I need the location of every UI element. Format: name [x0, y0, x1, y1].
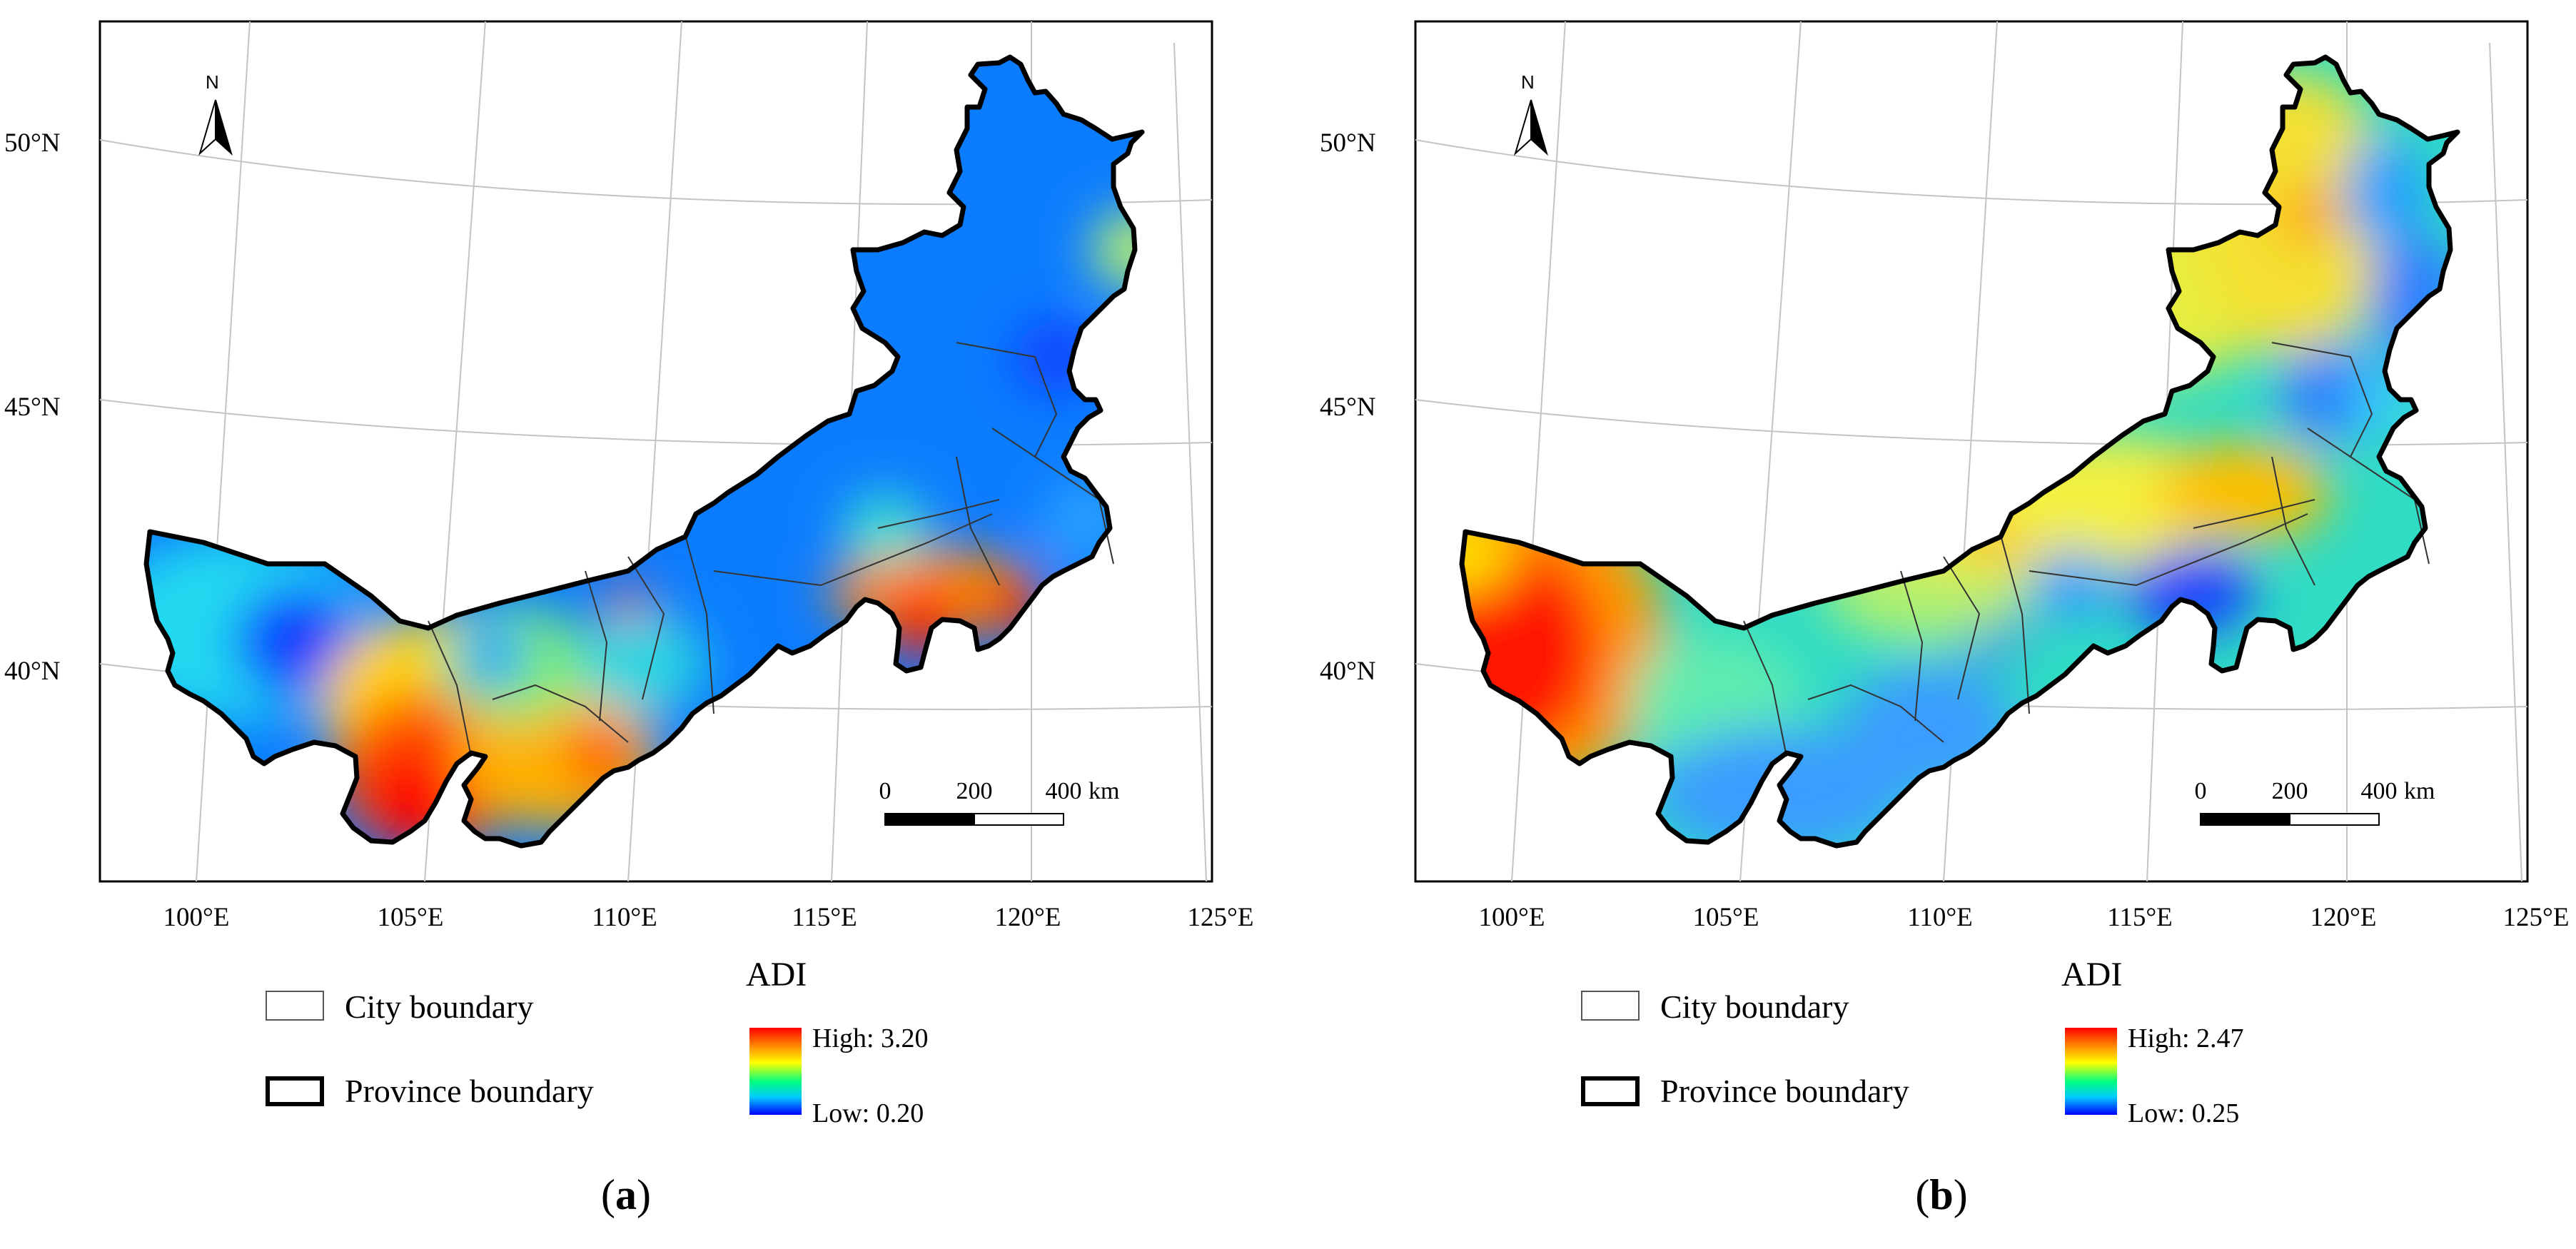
color-ramp: [2065, 1028, 2117, 1115]
scale-bar: [884, 813, 1064, 826]
province-boundary: [143, 54, 1145, 849]
legend-title: ADI: [2061, 956, 2123, 993]
map-canvas-a: [99, 20, 1213, 883]
map-canvas-b: [1414, 20, 2529, 883]
north-arrow-icon: [1514, 99, 1548, 156]
longitude-label: 125°E: [1187, 903, 1254, 932]
latitude-label: 50°N: [1320, 128, 1376, 158]
city-boundary-label: City boundary: [345, 988, 534, 1025]
map-panel-a: N 50°N 45°N 40°N 100°E 105°E 110°E 115°E…: [4, 20, 1254, 1218]
north-arrow-label: N: [206, 71, 219, 93]
city-boundary-swatch: [1581, 991, 1640, 1021]
latitude-label: 40°N: [4, 657, 61, 686]
longitude-label: 125°E: [2502, 903, 2570, 932]
scale-bar: [2200, 813, 2380, 826]
longitude-label: 110°E: [592, 903, 657, 932]
panel-caption: (a): [601, 1171, 651, 1218]
province-boundary-label: Province boundary: [1660, 1073, 1909, 1109]
north-arrow-label: N: [1521, 71, 1535, 93]
scale-tick-label: 0: [2194, 778, 2207, 804]
scale-tick-label: 400: [1045, 778, 1082, 804]
legend-low-label: Low: 0.20: [812, 1098, 924, 1128]
legend-title: ADI: [746, 956, 807, 993]
latitude-label: 40°N: [1320, 657, 1376, 686]
city-boundary-label: City boundary: [1660, 988, 1849, 1025]
province-boundary-label: Province boundary: [345, 1073, 594, 1109]
province-boundary: [1459, 54, 2460, 849]
latitude-label: 45°N: [4, 393, 61, 422]
longitude-label: 120°E: [994, 903, 1061, 932]
latitude-label: 50°N: [4, 128, 61, 158]
city-boundaries: [1743, 342, 2430, 757]
longitude-label: 105°E: [1692, 903, 1759, 932]
panel-caption: (b): [1915, 1171, 1968, 1218]
longitude-label: 110°E: [1907, 903, 1973, 932]
scale-tick-label: 0: [879, 778, 892, 804]
scale-tick-label: 400: [2360, 778, 2398, 804]
scale-tick-label: 200: [2271, 778, 2308, 804]
longitude-label: 115°E: [2107, 903, 2173, 932]
longitude-label: 115°E: [792, 903, 857, 932]
longitude-label: 100°E: [163, 903, 230, 932]
north-arrow-icon: [198, 99, 233, 156]
longitude-label: 100°E: [1478, 903, 1545, 932]
legend-high-label: High: 2.47: [2128, 1023, 2244, 1053]
legend-high-label: High: 3.20: [812, 1023, 929, 1053]
longitude-label: 105°E: [377, 903, 444, 932]
scale-unit-label: km: [1089, 778, 1120, 804]
longitude-label: 120°E: [2310, 903, 2377, 932]
city-boundary-swatch: [266, 991, 324, 1021]
scale-unit-label: km: [2404, 778, 2435, 804]
scale-tick-label: 200: [956, 778, 993, 804]
legend-low-label: Low: 0.25: [2128, 1098, 2240, 1128]
province-boundary-swatch: [266, 1076, 324, 1106]
map-panel-b: N 50°N 45°N 40°N 100°E 105°E 110°E 115°E…: [1315, 0, 2576, 1249]
province-boundary-swatch: [1581, 1076, 1640, 1106]
latitude-label: 45°N: [1320, 393, 1376, 422]
color-ramp: [749, 1028, 802, 1115]
